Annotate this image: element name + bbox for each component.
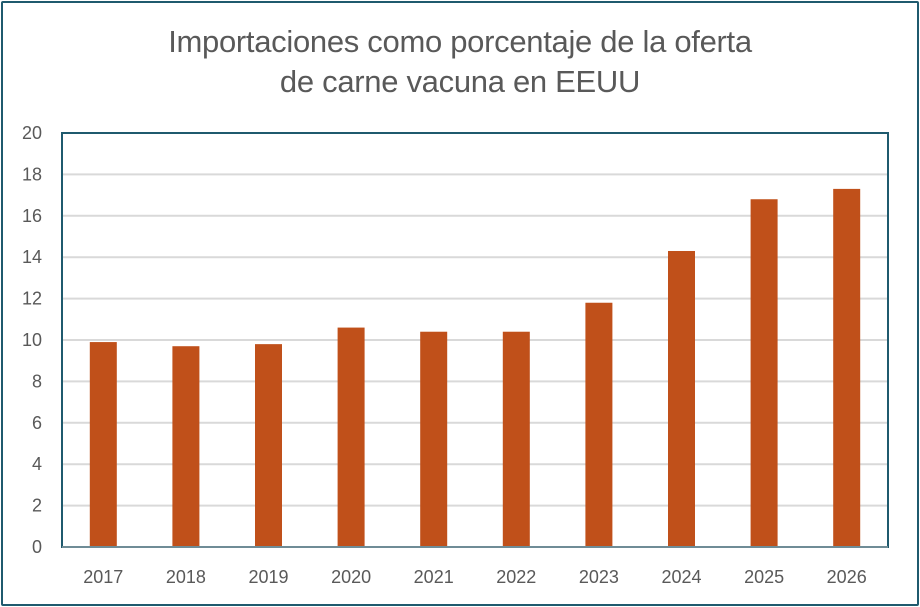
bar-2026 — [833, 188, 861, 547]
bar-2017 — [89, 342, 117, 547]
y-tick-label: 12 — [22, 289, 42, 309]
y-tick-label: 16 — [22, 206, 42, 226]
bar-2021 — [420, 331, 448, 547]
y-tick-label: 14 — [22, 247, 42, 267]
y-tick-label: 4 — [32, 454, 42, 474]
x-tick-label: 2019 — [248, 567, 288, 587]
y-tick-label: 10 — [22, 330, 42, 350]
x-tick-label: 2024 — [661, 567, 701, 587]
x-tick-label: 2018 — [166, 567, 206, 587]
bar-2022 — [502, 331, 530, 547]
y-tick-label: 18 — [22, 164, 42, 184]
bar-2018 — [172, 346, 200, 547]
y-tick-label: 8 — [32, 371, 42, 391]
y-tick-label: 0 — [32, 537, 42, 557]
y-tick-label: 20 — [22, 123, 42, 143]
x-tick-label: 2023 — [579, 567, 619, 587]
chart-title: Importaciones como porcentaje de la ofer… — [0, 22, 920, 102]
bar-2024 — [668, 250, 695, 548]
chart-title-line-2: de carne vacuna en EEUU — [279, 64, 641, 99]
x-tick-label: 2020 — [331, 567, 371, 587]
x-tick-label: 2017 — [83, 567, 123, 587]
x-tick-label: 2021 — [414, 567, 454, 587]
x-tick-label: 2022 — [496, 567, 536, 587]
chart-title-line-1: Importaciones como porcentaje de la ofer… — [168, 24, 752, 59]
y-tick-label: 2 — [32, 496, 42, 516]
x-tick-label: 2025 — [744, 567, 784, 587]
bar-2020 — [337, 327, 365, 547]
x-tick-label: 2026 — [827, 567, 867, 587]
bar-2025 — [750, 199, 778, 548]
bar-2023 — [585, 302, 613, 547]
y-tick-label: 6 — [32, 413, 42, 433]
bar-2019 — [255, 344, 282, 547]
